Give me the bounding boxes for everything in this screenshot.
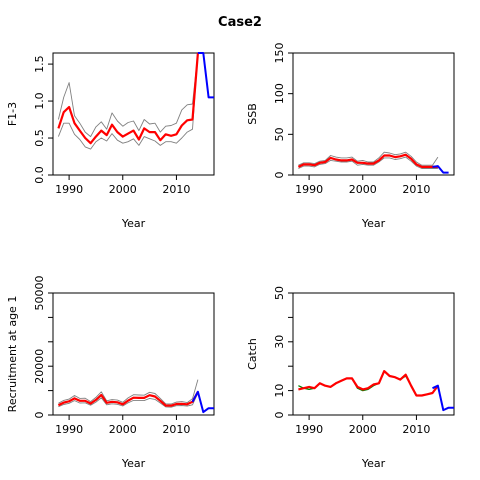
y-tick-label: 0 xyxy=(273,412,286,419)
y-axis-label: F1-3 xyxy=(6,102,19,126)
y-tick-label: 0.5 xyxy=(33,129,46,147)
lower-line xyxy=(58,392,199,408)
upper-line xyxy=(58,379,199,405)
plot-frame xyxy=(292,52,455,176)
chart-panel-0: 1990 2000 2010 0.0 0.5 1.0 1.5 Year F1-3 xyxy=(6,52,215,230)
y-tick-label: 30 xyxy=(273,335,286,349)
projection-line xyxy=(432,384,454,412)
y-axis-label: Catch xyxy=(246,338,259,370)
y-tick-label: 0.0 xyxy=(33,166,46,184)
x-tick-label: 2000 xyxy=(349,183,377,196)
projection-line xyxy=(191,390,214,414)
estimate-line xyxy=(57,391,199,407)
x-tick-label: 2000 xyxy=(109,423,137,436)
chart-panel-2: 1990 2000 2010 0 20000 50000 Year Recruitment a… xyxy=(6,276,215,470)
x-tick-label: 2010 xyxy=(402,423,430,436)
y-tick-label: 1.5 xyxy=(33,55,46,73)
y-axis-label: SSB xyxy=(246,103,259,125)
x-tick-label: 2010 xyxy=(402,183,430,196)
x-tick-label: 2000 xyxy=(109,183,137,196)
x-axis-label: Year xyxy=(361,457,386,470)
x-tick-label: 1990 xyxy=(55,183,83,196)
upper-line xyxy=(57,52,199,138)
projection-line xyxy=(197,52,214,99)
y-tick-label: 1.0 xyxy=(33,92,46,110)
upper-line xyxy=(298,151,439,166)
x-tick-label: 1990 xyxy=(55,423,83,436)
y-tick-label: 50 xyxy=(273,286,286,300)
y-tick-label: 10 xyxy=(273,384,286,398)
plot-frame xyxy=(52,292,215,416)
y-tick-label: 0 xyxy=(273,172,286,179)
plot-frame xyxy=(292,292,455,416)
estimate-line xyxy=(297,153,438,168)
x-axis-label: Year xyxy=(121,217,146,230)
y-axis-label: Recruitment at age 1 xyxy=(6,296,19,413)
y-tick-label: 0 xyxy=(33,412,46,419)
lower-line xyxy=(298,156,438,169)
y-tick-label: 20000 xyxy=(33,349,46,384)
y-tick-label: 100 xyxy=(273,83,286,104)
chart-panel-1: 1990 2000 2010 0 50 100 150 Year SSB xyxy=(246,43,455,230)
plot-frame xyxy=(52,52,215,176)
estimate-line xyxy=(298,370,439,397)
lower-line xyxy=(57,52,199,150)
y-tick-label: 150 xyxy=(273,43,286,64)
estimate-line xyxy=(57,52,199,145)
figure-title: Case2 xyxy=(218,15,262,30)
projection-line xyxy=(432,165,449,174)
x-axis-label: Year xyxy=(361,217,386,230)
panels: 1990 2000 2010 0.0 0.5 1.0 1.5 Year F1-3 1990 2000… xyxy=(6,43,455,470)
x-tick-label: 2010 xyxy=(162,183,190,196)
y-tick-label: 50 xyxy=(273,127,286,141)
x-tick-label: 1990 xyxy=(295,423,323,436)
x-axis-label: Year xyxy=(121,457,146,470)
x-tick-label: 1990 xyxy=(295,183,323,196)
x-tick-label: 2010 xyxy=(162,423,190,436)
chart-panel-3: 1990 2000 2010 0 10 30 50 Year Catch xyxy=(246,286,455,470)
y-tick-label: 50000 xyxy=(33,276,46,311)
x-tick-label: 2000 xyxy=(349,423,377,436)
